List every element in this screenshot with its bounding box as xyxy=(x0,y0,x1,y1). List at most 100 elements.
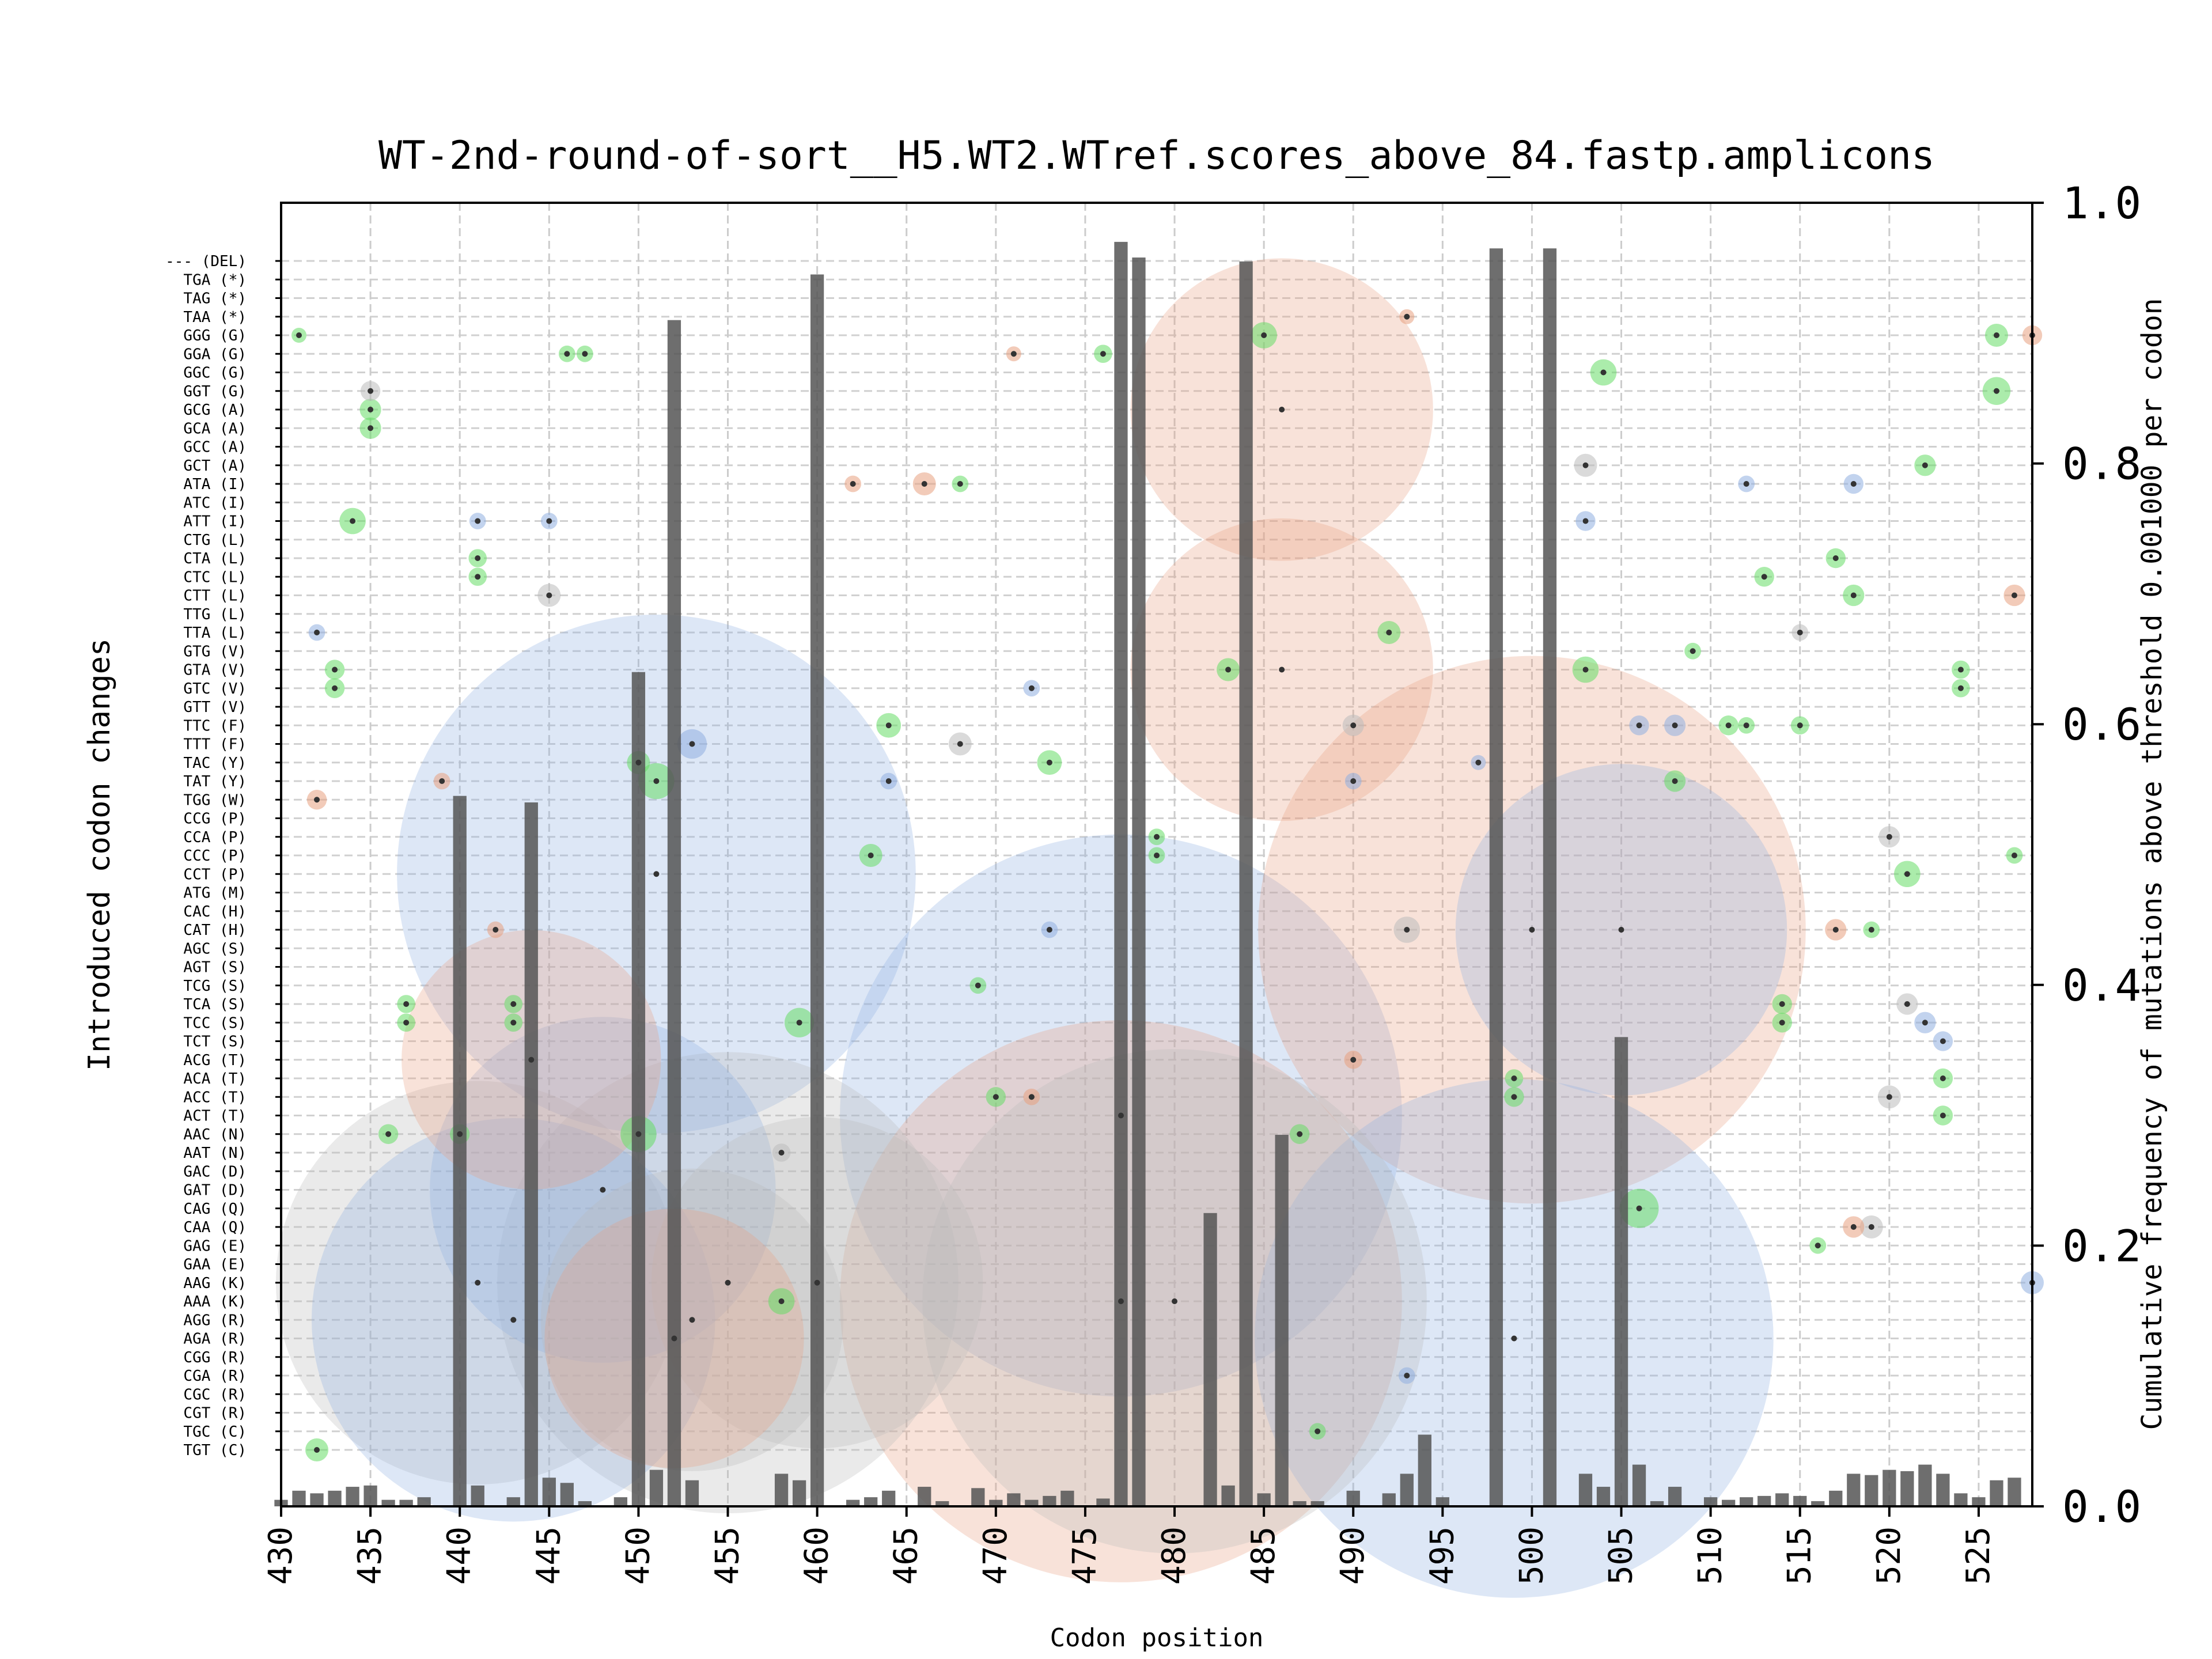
y-left-tick-label: TCA (S) xyxy=(183,996,247,1013)
x-tick-label: 510 xyxy=(1692,1527,1729,1585)
mutation-dot xyxy=(796,1020,802,1026)
mutation-dot xyxy=(2011,592,2017,599)
y-left-tick-label: AGT (S) xyxy=(183,959,247,976)
y-axis-left-label: Introduced codon changes xyxy=(82,638,117,1071)
frequency-bar xyxy=(1310,1501,1324,1506)
x-tick-label: 525 xyxy=(1960,1527,1997,1585)
mutation-dot xyxy=(2011,853,2017,858)
frequency-bar xyxy=(578,1501,592,1506)
frequency-bar xyxy=(1811,1501,1825,1506)
mutation-dot xyxy=(689,1317,695,1323)
mutation-dot xyxy=(475,1279,481,1286)
frequency-bar xyxy=(810,274,824,1506)
frequency-bar xyxy=(1275,1135,1289,1506)
mutation-dot xyxy=(1404,1373,1410,1378)
mutation-dot xyxy=(1922,1020,1928,1026)
frequency-bar xyxy=(542,1478,556,1506)
chart-title: WT-2nd-round-of-sort__H5.WT2.WTref.score… xyxy=(378,133,1935,179)
y-left-tick-label: GCT (A) xyxy=(183,457,247,475)
frequency-bar xyxy=(1596,1487,1611,1506)
y-left-tick-label: GAT (D) xyxy=(183,1182,247,1199)
mutation-dot xyxy=(1850,481,1857,487)
mutation-dot xyxy=(1225,666,1232,673)
frequency-bar xyxy=(613,1497,628,1506)
y-left-tick-label: AAC (N) xyxy=(183,1126,247,1143)
mutation-dot xyxy=(653,871,660,877)
y-left-tick-label: TGC (C) xyxy=(183,1423,247,1441)
mutation-dot xyxy=(475,518,481,524)
mutation-dot xyxy=(1832,927,1839,933)
x-tick-label: 440 xyxy=(441,1527,478,1585)
y-left-tick-label: TGT (C) xyxy=(183,1442,247,1459)
x-axis-label: Codon position xyxy=(1050,1623,1264,1653)
frequency-bar xyxy=(792,1480,806,1506)
frequency-bar xyxy=(417,1497,431,1506)
mutation-dot xyxy=(1154,853,1160,858)
frequency-bar xyxy=(631,672,646,1506)
y-left-tick-label: GGC (G) xyxy=(183,365,247,382)
mutation-dot xyxy=(1511,1335,1517,1342)
mutation-dot xyxy=(1832,555,1839,561)
frequency-bar xyxy=(1435,1497,1449,1506)
x-tick-label: 435 xyxy=(351,1527,389,1585)
mutation-dot xyxy=(475,555,481,561)
mutation-dot xyxy=(1529,927,1535,933)
mutation-dot xyxy=(1636,722,1642,729)
frequency-bar xyxy=(1918,1464,1932,1506)
mutation-dot xyxy=(582,351,588,357)
mutation-dot xyxy=(1046,927,1052,933)
mutation-dot xyxy=(457,1131,463,1137)
mutation-dot xyxy=(314,797,320,803)
mutation-dot xyxy=(1797,722,1803,729)
y-left-tick-label: TGA (*) xyxy=(183,271,247,289)
mutation-dot xyxy=(653,778,660,784)
frequency-bar xyxy=(1704,1497,1718,1506)
mutation-dot xyxy=(1922,462,1928,468)
y-left-tick-label: CTG (L) xyxy=(183,532,247,549)
frequency-bar xyxy=(971,1488,985,1506)
mutation-dot xyxy=(975,982,981,988)
frequency-bar xyxy=(1257,1493,1271,1506)
frequency-bar xyxy=(685,1480,699,1506)
y-left-tick-label: GCA (A) xyxy=(183,420,247,437)
bar-layer xyxy=(274,241,2021,1507)
frequency-bar xyxy=(1972,1497,1986,1506)
frequency-bar xyxy=(1346,1490,1360,1506)
mutation-dot xyxy=(885,722,892,729)
mutation-dot xyxy=(564,351,570,357)
mutation-dot xyxy=(546,592,552,599)
y-left-tick-label: CGA (R) xyxy=(183,1368,247,1385)
frequency-bar xyxy=(935,1501,949,1506)
frequency-bar xyxy=(989,1499,1003,1506)
y-left-tick-label: AGC (S) xyxy=(183,940,247,957)
mutation-dot xyxy=(314,630,320,635)
x-tick-label: 445 xyxy=(530,1527,567,1585)
x-tick-label: 465 xyxy=(888,1527,925,1585)
mutation-dot xyxy=(1154,834,1160,840)
mutation-dot xyxy=(1618,927,1624,933)
frequency-bar xyxy=(667,320,681,1507)
y-left-tick-label: CCT (P) xyxy=(183,866,247,883)
mutation-dot xyxy=(1993,388,1999,394)
y-left-tick-label: CGG (R) xyxy=(183,1349,247,1366)
y-left-tick-label: CTT (L) xyxy=(183,588,247,605)
frequency-bar xyxy=(1489,248,1503,1506)
frequency-bar xyxy=(310,1493,324,1506)
x-tick-label: 505 xyxy=(1603,1527,1640,1585)
frequency-bar xyxy=(846,1499,860,1506)
mutation-dot xyxy=(1475,759,1482,766)
frequency-bar xyxy=(1722,1499,1736,1506)
frequency-bar xyxy=(1883,1469,1896,1506)
x-tick-label: 455 xyxy=(709,1527,747,1585)
frequency-bar xyxy=(1632,1464,1646,1506)
y-left-tick-label: CGC (R) xyxy=(183,1386,247,1403)
frequency-bar xyxy=(864,1497,878,1506)
x-tick-label: 450 xyxy=(619,1527,657,1585)
mutation-dot xyxy=(1940,1075,1946,1081)
mutation-dot xyxy=(350,518,356,524)
y-left-tick-label: GAA (E) xyxy=(183,1256,247,1274)
grid-layer xyxy=(280,203,2032,1506)
frequency-bar xyxy=(1578,1474,1593,1506)
mutation-dot xyxy=(1886,834,1892,840)
y-left-tick-label: ATT (I) xyxy=(183,513,247,531)
